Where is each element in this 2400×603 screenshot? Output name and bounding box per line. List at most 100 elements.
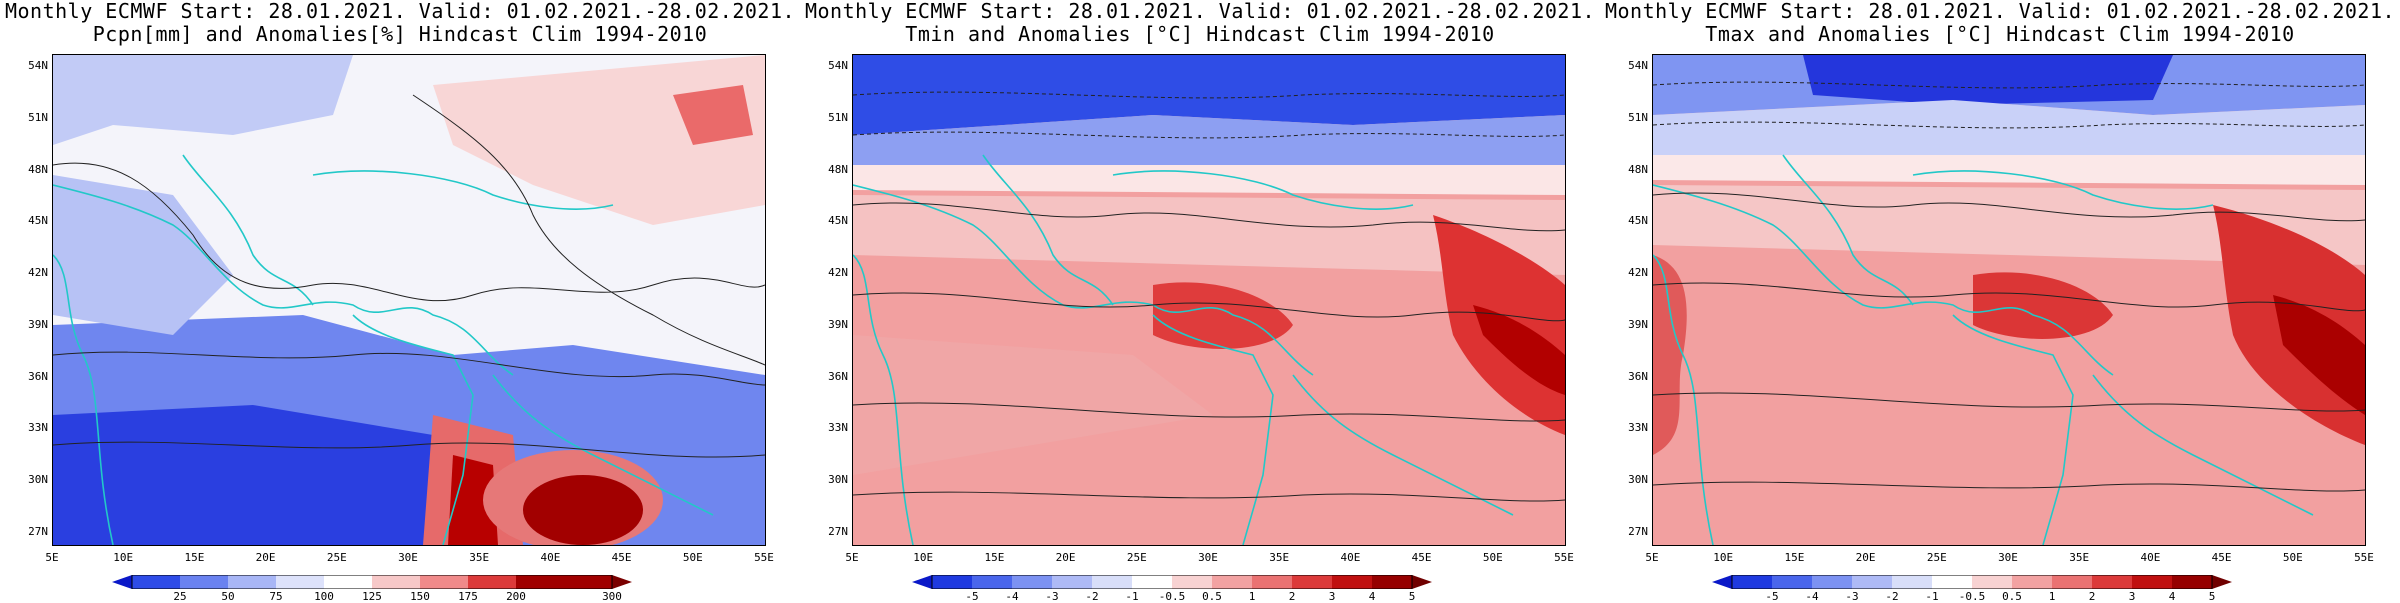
tmin-map — [852, 54, 1566, 546]
latitude-label: 54N — [828, 59, 848, 72]
colorbar-label: -3 — [1845, 590, 1859, 603]
colorbar-label: 300 — [602, 590, 622, 603]
longitude-label: 25E — [326, 551, 347, 564]
longitude-label: 50E — [2282, 551, 2303, 564]
colorbar-label: 0.5 — [2002, 590, 2022, 603]
latitude-label: 51N — [1628, 110, 1648, 124]
latitude-label: 33N — [828, 421, 848, 435]
colorbar-label: 2 — [2088, 590, 2096, 603]
latitude-label: 27N — [1628, 525, 1648, 538]
colorbar-label: -1 — [1925, 590, 1939, 603]
tmin-panel: Monthly ECMWF Start: 28.01.2021. Valid: … — [800, 0, 1600, 603]
tmax-panel: Monthly ECMWF Start: 28.01.2021. Valid: … — [1600, 0, 2400, 603]
longitude-label: 40E — [2140, 551, 2161, 564]
latitude-label: 54N — [28, 59, 48, 72]
tmin-colorbar — [912, 575, 1432, 589]
longitude-label: 10E — [113, 551, 134, 564]
longitude-label: 20E — [1855, 551, 1876, 564]
longitude-label: 30E — [398, 551, 418, 564]
latitude-label: 30N — [28, 473, 48, 487]
longitude-label: 25E — [1926, 551, 1947, 564]
latitude-label: 48N — [1628, 162, 1648, 176]
longitude-label: 5E — [845, 551, 859, 564]
longitude-label: 50E — [682, 551, 703, 564]
latitude-label: 42N — [1628, 266, 1648, 280]
latitude-label: 27N — [28, 525, 48, 538]
colorbar-label: -2 — [1085, 590, 1099, 603]
longitude-label: 15E — [184, 551, 205, 564]
colorbar-label: -5 — [1765, 590, 1779, 603]
colorbar-label: 150 — [410, 590, 430, 603]
latitude-label: 39N — [28, 317, 48, 331]
latitude-label: 39N — [1628, 317, 1648, 331]
panel-title-line1: Monthly ECMWF Start: 28.01.2021. Valid: … — [804, 0, 1596, 23]
longitude-label: 30E — [1998, 551, 2018, 564]
longitude-label: 35E — [469, 551, 490, 564]
longitude-label: 55E — [1554, 551, 1574, 564]
longitude-label: 20E — [1055, 551, 1076, 564]
colorbar-label: 3 — [2128, 590, 2136, 603]
colorbar-label: 3 — [1328, 590, 1336, 603]
longitude-label: 45E — [611, 551, 632, 564]
panel-title-line2: Pcpn[mm] and Anomalies[%] Hindcast Clim … — [92, 22, 708, 46]
colorbar-label: 125 — [362, 590, 382, 603]
longitude-label: 25E — [1126, 551, 1147, 564]
longitude-label: 35E — [2069, 551, 2090, 564]
colorbar-label: -5 — [965, 590, 979, 603]
tmax-colorbar — [1712, 575, 2232, 589]
colorbar-label: 1 — [2048, 590, 2056, 603]
longitude-label: 55E — [2354, 551, 2374, 564]
colorbar-label: -2 — [1885, 590, 1899, 603]
latitude-label: 27N — [828, 525, 848, 538]
latitude-label: 48N — [28, 162, 48, 176]
longitude-label: 5E — [1645, 551, 1659, 564]
latitude-label: 30N — [828, 473, 848, 487]
longitude-label: 15E — [1784, 551, 1805, 564]
longitude-label: 40E — [1340, 551, 1361, 564]
tmax-map — [1652, 54, 2366, 546]
latitude-label: 39N — [828, 317, 848, 331]
colorbar-label: -0.5 — [1158, 590, 1186, 603]
longitude-label: 10E — [913, 551, 934, 564]
latitude-label: 48N — [828, 162, 848, 176]
colorbar-label: 100 — [314, 590, 334, 603]
colorbar-label: 25 — [173, 590, 187, 603]
latitude-label: 45N — [828, 214, 848, 228]
colorbar-label: 200 — [506, 590, 526, 603]
colorbar-label: 4 — [1368, 590, 1376, 603]
latitude-label: 30N — [1628, 473, 1648, 487]
longitude-label: 40E — [540, 551, 561, 564]
panel-title-line2: Tmin and Anomalies [°C] Hindcast Clim 19… — [905, 22, 1495, 46]
latitude-label: 36N — [1628, 369, 1648, 383]
colorbar-label: -4 — [1005, 590, 1019, 603]
panel-title-line1: Monthly ECMWF Start: 28.01.2021. Valid: … — [1604, 0, 2396, 23]
colorbar-label: 1 — [1248, 590, 1256, 603]
latitude-label: 36N — [28, 369, 48, 383]
latitude-label: 51N — [828, 110, 848, 124]
longitude-label: 5E — [45, 551, 59, 564]
latitude-label: 45N — [28, 214, 48, 228]
longitude-label: 55E — [754, 551, 774, 564]
colorbar-label: 2 — [1288, 590, 1296, 603]
latitude-label: 36N — [828, 369, 848, 383]
latitude-label: 33N — [1628, 421, 1648, 435]
panel-title-line2: Tmax and Anomalies [°C] Hindcast Clim 19… — [1705, 22, 2295, 46]
longitude-label: 50E — [1482, 551, 1503, 564]
precip-colorbar — [112, 575, 632, 589]
colorbar-label: -0.5 — [1958, 590, 1986, 603]
latitude-label: 42N — [828, 266, 848, 280]
longitude-label: 35E — [1269, 551, 1290, 564]
colorbar-label: 0.5 — [1202, 590, 1222, 603]
colorbar-label: -1 — [1125, 590, 1139, 603]
latitude-label: 45N — [1628, 214, 1648, 228]
longitude-label: 20E — [255, 551, 276, 564]
latitude-label: 54N — [1628, 59, 1648, 72]
precip-map — [52, 54, 766, 546]
colorbar-label: 75 — [269, 590, 283, 603]
longitude-label: 45E — [2211, 551, 2232, 564]
colorbar-label: 50 — [221, 590, 235, 603]
longitude-label: 45E — [1411, 551, 1432, 564]
panel-title-line1: Monthly ECMWF Start: 28.01.2021. Valid: … — [4, 0, 796, 23]
longitude-label: 15E — [984, 551, 1005, 564]
colorbar-label: 175 — [458, 590, 478, 603]
